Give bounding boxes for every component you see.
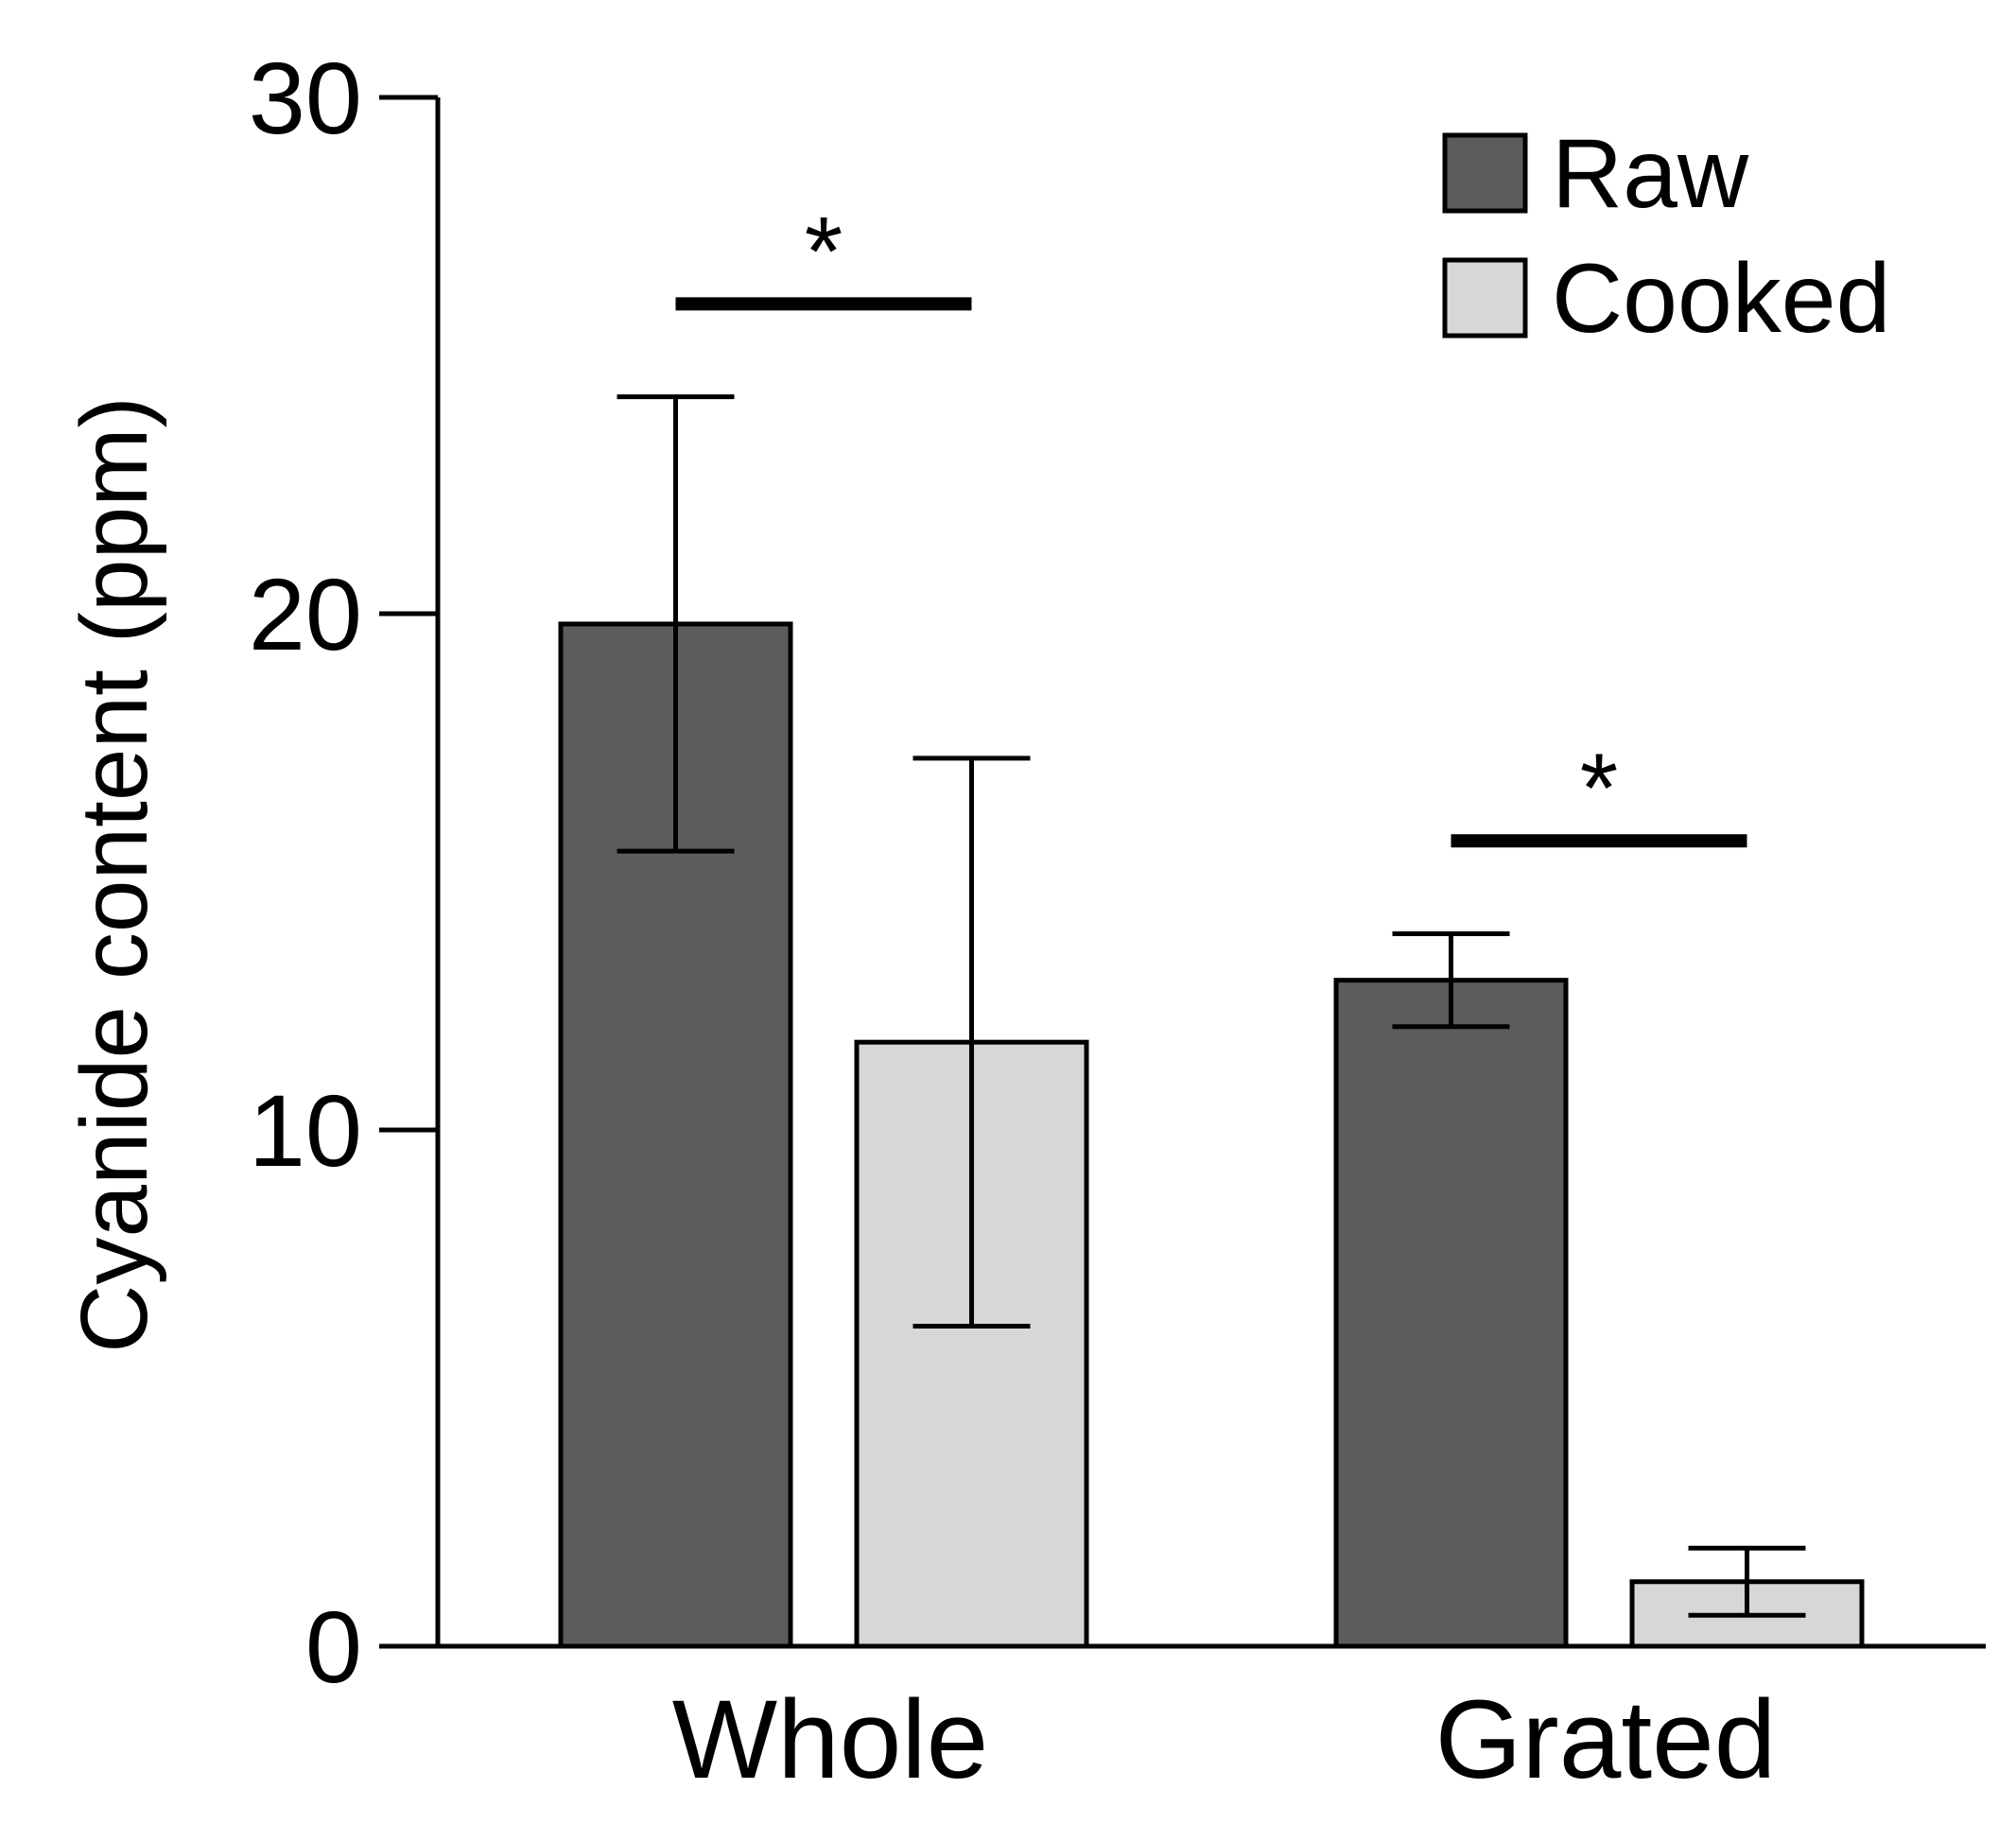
legend-label-cooked: Cooked [1552,244,1890,354]
y-axis-label: Cyanide content (ppm) [61,396,167,1353]
bars [558,621,1865,1649]
significance-markers: ** [675,197,1747,848]
bar-raw-grated [1333,978,1569,1649]
y-tick-label: 10 [249,1073,362,1188]
legend-swatch-cooked [1442,257,1528,339]
legend: Raw Cooked [1442,119,1890,354]
x-category-label: Whole [672,1677,988,1802]
significance-star: * [805,197,843,306]
legend-label-raw: Raw [1552,119,1749,229]
y-tick-label: 30 [249,41,362,155]
significance-star: * [1580,734,1618,843]
y-tick-label: 0 [305,1589,362,1704]
error-bars [617,394,1806,1618]
y-tick-label: 20 [249,557,362,671]
legend-swatch-raw [1442,132,1528,214]
x-category-label: Grated [1435,1677,1777,1802]
axes: 0 10 20 30 Whole Grated [249,41,1986,1802]
